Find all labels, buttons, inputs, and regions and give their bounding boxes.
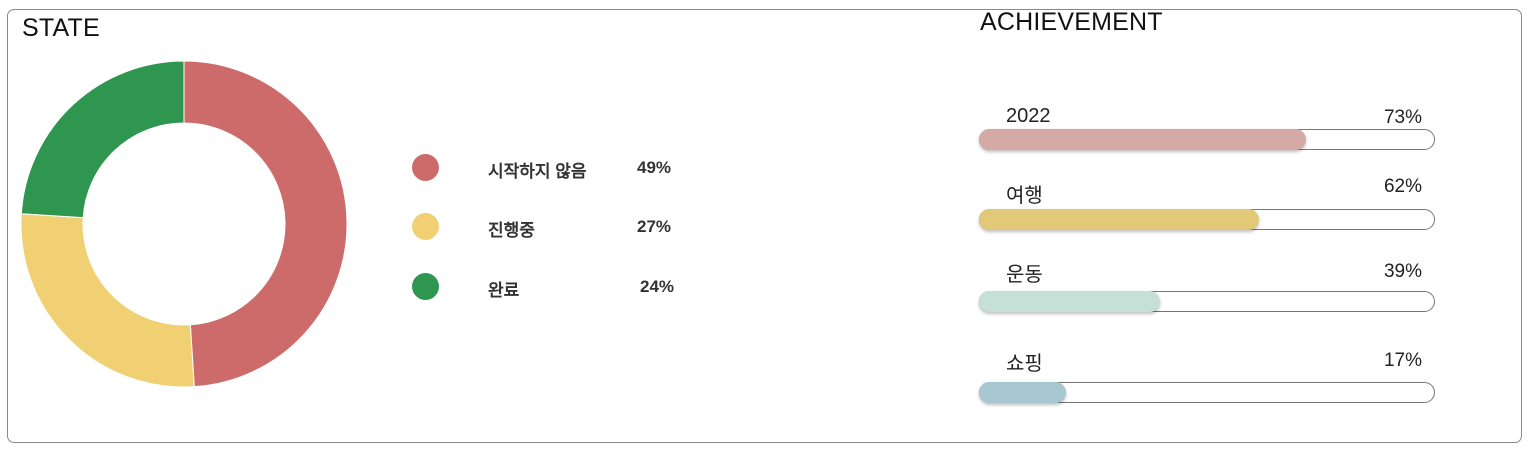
legend-marker <box>412 273 439 300</box>
goal-percent: 39% <box>1383 261 1422 282</box>
progress-track <box>979 209 1435 230</box>
progress-track <box>979 382 1435 403</box>
achievement-title: ACHIEVEMENT <box>980 8 1163 36</box>
legend-label: 완료 <box>488 281 520 300</box>
goal-item: 운동 39% <box>979 258 1436 328</box>
goal-item: 여행 62% <box>979 176 1436 250</box>
donut-slice <box>183 60 348 388</box>
progress-track <box>979 291 1435 312</box>
donut-slice <box>20 60 185 219</box>
goal-name: 운동 <box>1006 264 1043 286</box>
state-title: STATE <box>22 14 100 42</box>
legend-value: 49% <box>637 158 672 177</box>
legend-value: 27% <box>637 217 672 236</box>
legend-value: 24% <box>640 277 675 296</box>
goal-name: 2022 <box>1006 105 1051 127</box>
progress-fill <box>979 382 1066 403</box>
progress-track <box>979 129 1435 150</box>
goal-item: 쇼핑 17% <box>979 347 1436 417</box>
goal-percent: 17% <box>1383 350 1422 371</box>
progress-fill <box>979 291 1160 312</box>
legend-label: 진행중 <box>488 221 535 240</box>
goal-item: 2022 73% <box>979 105 1436 175</box>
progress-fill <box>979 129 1306 150</box>
goal-name: 쇼핑 <box>1006 353 1043 375</box>
goal-percent: 73% <box>1383 107 1422 128</box>
goal-percent: 62% <box>1383 176 1422 197</box>
progress-fill <box>979 209 1259 230</box>
legend-label: 시작하지 않음 <box>488 162 587 181</box>
donut-slice <box>20 213 195 388</box>
state-donut-chart <box>20 60 348 388</box>
goal-name: 여행 <box>1006 185 1043 207</box>
legend-marker <box>412 154 439 181</box>
legend-marker <box>412 213 439 240</box>
